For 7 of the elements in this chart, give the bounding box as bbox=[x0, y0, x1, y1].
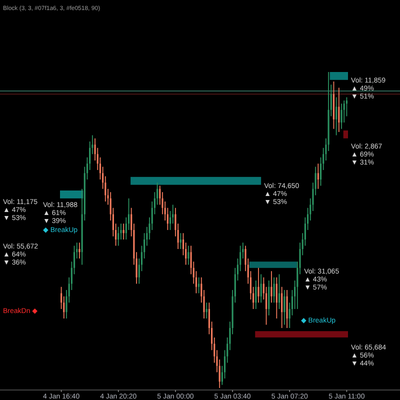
candlestick bbox=[206, 302, 208, 318]
candlestick bbox=[78, 242, 80, 258]
candlestick bbox=[198, 277, 200, 294]
candlestick bbox=[180, 233, 182, 249]
candlestick bbox=[122, 224, 124, 240]
candlestick bbox=[270, 271, 272, 303]
candlestick bbox=[258, 268, 260, 303]
